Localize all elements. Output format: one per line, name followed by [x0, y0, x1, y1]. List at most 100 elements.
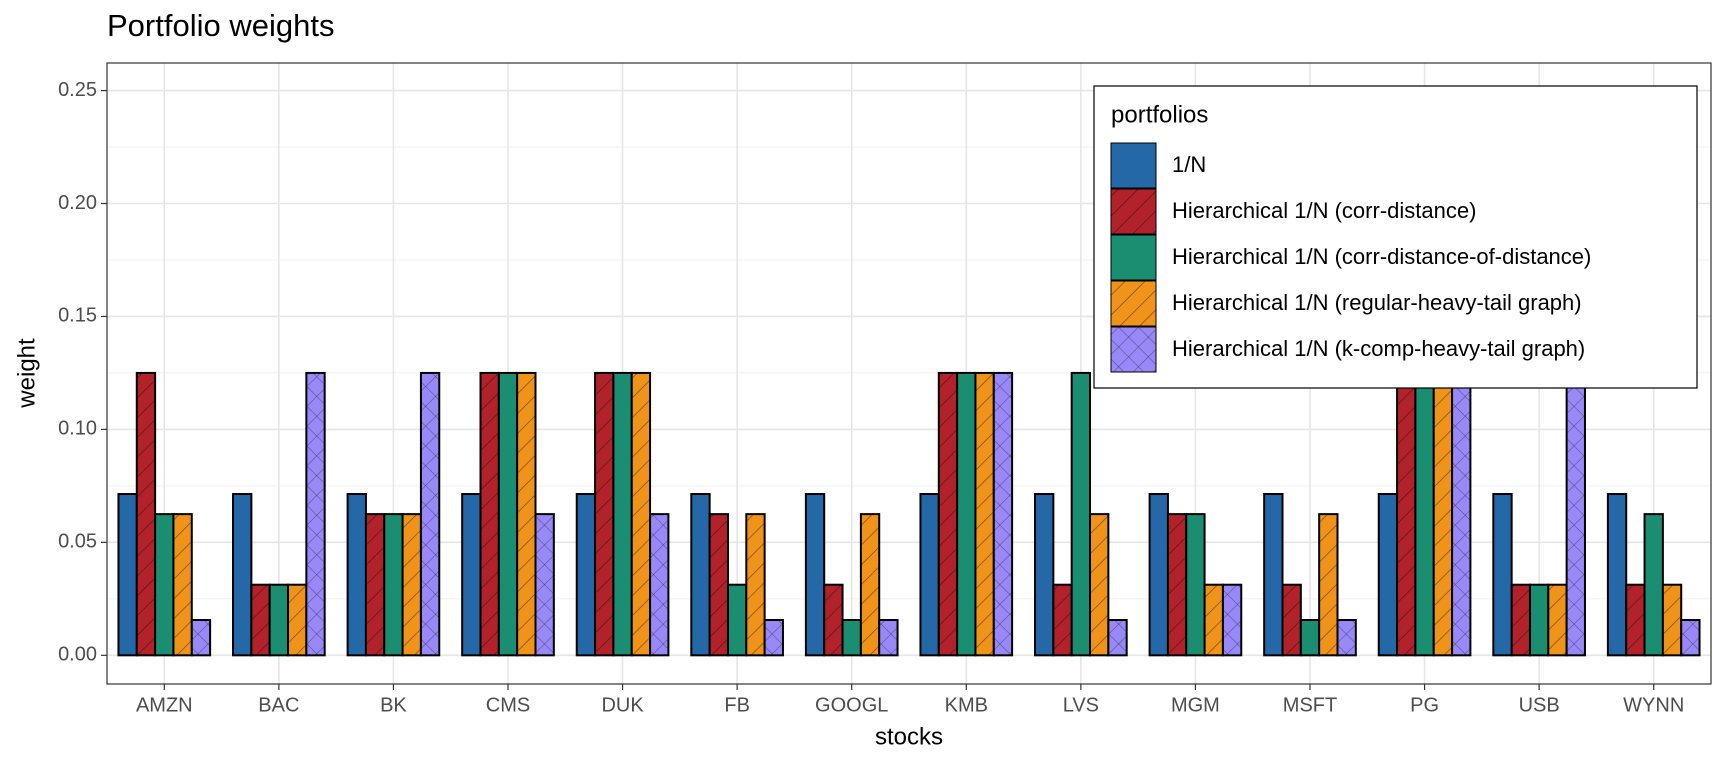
bar-group [364, 513, 386, 657]
bar-pattern [975, 372, 994, 656]
bar-pattern [191, 620, 211, 656]
bar-group [1034, 493, 1055, 657]
bars [117, 89, 1701, 657]
bar-group [383, 513, 404, 657]
bar-group [594, 371, 615, 657]
bar-outline [1263, 493, 1284, 657]
bar-outline [1034, 493, 1055, 657]
bar-group [1263, 493, 1284, 657]
bar-outline [1492, 493, 1513, 657]
bar-outline [745, 513, 766, 657]
legend-label: Hierarchical 1/N (corr-distance) [1172, 198, 1476, 223]
bar-pattern [517, 372, 536, 656]
bar-group [1414, 371, 1435, 657]
bar-pattern [1681, 620, 1700, 656]
bar [233, 494, 252, 656]
y-tick-label: 0.20 [58, 192, 97, 214]
bar-pattern [365, 514, 385, 656]
legend: portfolios 1/N Hierarchical 1/N (corr-dis… [1093, 85, 1698, 389]
bar-outline [534, 513, 555, 657]
y-tick-label: 0.25 [58, 79, 97, 101]
legend-label: Hierarchical 1/N (regular-heavy-tail gra… [1172, 290, 1582, 315]
bar-group [1396, 371, 1417, 657]
bar-outline [190, 619, 212, 657]
bar-pattern [480, 372, 499, 656]
bar-pattern [1337, 620, 1356, 656]
bar-outline [804, 493, 826, 657]
bar-group [1203, 583, 1224, 657]
bar [1035, 494, 1054, 656]
bar-group [859, 513, 881, 657]
bar [691, 494, 710, 656]
bar-group [287, 583, 308, 657]
legend-box [1093, 85, 1698, 389]
bar-pattern [1319, 514, 1338, 656]
bar [1300, 620, 1320, 656]
bar-pattern [251, 584, 270, 656]
bar-outline [172, 513, 193, 657]
bar-pattern [938, 372, 958, 656]
legend-key-pattern [1111, 281, 1156, 326]
legend-label: Hierarchical 1/N (corr-distance-of-dista… [1172, 244, 1591, 269]
x-tick-label: DUK [601, 694, 644, 716]
legend-label: Hierarchical 1/N (k-comp-heavy-tail grap… [1172, 336, 1585, 361]
y-tick-label: 0.00 [58, 644, 97, 666]
x-tick-label: AMZN [136, 694, 193, 716]
bar-group [612, 371, 633, 657]
bar-group [479, 371, 500, 657]
bar-group [1166, 513, 1188, 657]
bar-group [1148, 493, 1169, 657]
x-tick-label: FB [724, 694, 750, 716]
bar-group [1661, 583, 1683, 657]
bar-pattern [824, 584, 843, 656]
y-axis-label: weight [13, 338, 40, 409]
bar [842, 620, 861, 656]
bar [384, 514, 403, 656]
bar-group [649, 513, 670, 657]
bar-pattern [420, 372, 440, 656]
bar-group [1185, 513, 1206, 657]
bar-group [992, 371, 1014, 657]
bar-outline [1221, 583, 1243, 657]
bar-group [1281, 583, 1302, 657]
bar-pattern [650, 514, 669, 656]
bar-pattern [288, 584, 307, 656]
bar-group [726, 583, 748, 657]
bar-outline [232, 493, 253, 657]
bar-group [190, 619, 212, 657]
x-tick-label: GOOGL [815, 694, 888, 716]
bar-outline [1336, 619, 1357, 657]
bar-group [974, 371, 995, 657]
bar-group [1377, 493, 1399, 657]
bar-pattern [535, 514, 554, 656]
bar-group [1510, 583, 1531, 657]
bar-group [1451, 371, 1472, 657]
bar [498, 372, 518, 656]
bar-group [708, 513, 729, 657]
bar-group [745, 513, 766, 657]
bar-group [1643, 513, 1664, 657]
bar-pattern [1452, 372, 1471, 656]
bar-group [1089, 513, 1110, 657]
bar-group [956, 371, 977, 657]
bar-pattern [1167, 514, 1187, 656]
chart-title: Portfolio weights [107, 8, 334, 43]
bar-outline [1680, 619, 1701, 657]
bar-pattern [1222, 584, 1242, 656]
bar-group [250, 583, 271, 657]
bar-outline [992, 371, 1014, 657]
bar-pattern [1662, 584, 1682, 656]
bar-group [135, 371, 157, 657]
x-tick-label: USB [1519, 694, 1560, 716]
bar [155, 514, 174, 656]
bar-pattern [1053, 584, 1072, 656]
bar [920, 494, 939, 656]
bar-pattern [709, 514, 728, 656]
bar-group [1107, 619, 1128, 657]
bar [727, 584, 747, 656]
bar-pattern [1433, 372, 1453, 656]
bar [1264, 494, 1283, 656]
bar [347, 494, 366, 656]
bar [957, 372, 976, 656]
bar-group [1070, 371, 1092, 657]
